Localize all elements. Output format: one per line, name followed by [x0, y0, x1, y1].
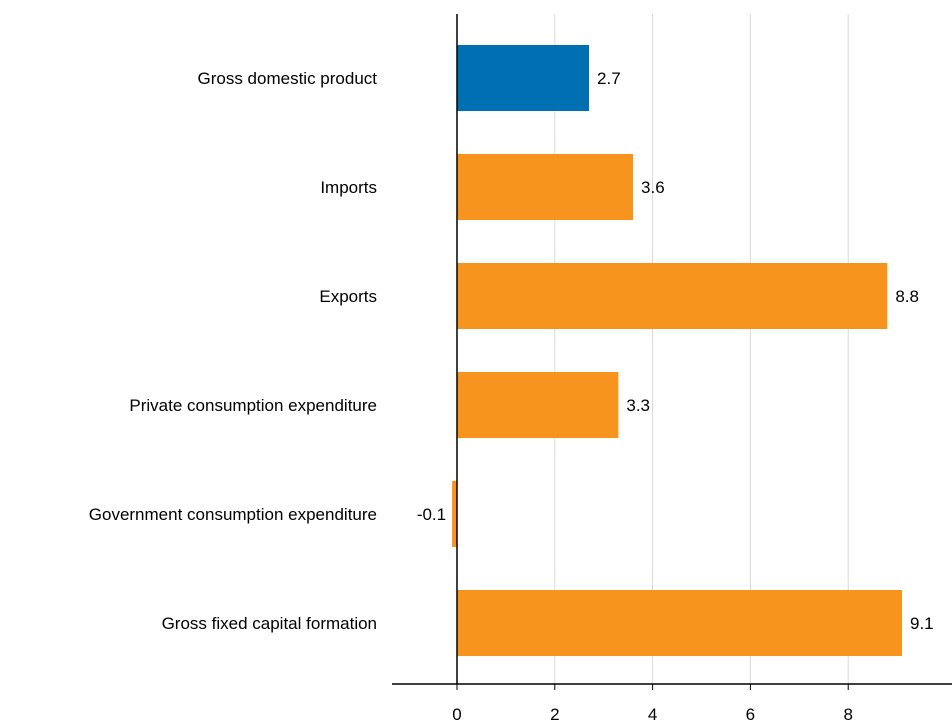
value-label: 8.8	[895, 287, 919, 306]
category-label: Imports	[320, 178, 377, 197]
x-tick-label: 4	[648, 705, 657, 724]
category-label: Gross fixed capital formation	[162, 614, 377, 633]
bar	[452, 481, 457, 547]
category-label: Gross domestic product	[197, 69, 377, 88]
category-label: Private consumption expenditure	[129, 396, 377, 415]
x-tick-label: 6	[746, 705, 755, 724]
value-label: 9.1	[910, 614, 934, 633]
value-label: 2.7	[597, 69, 621, 88]
bar	[457, 590, 902, 656]
value-label: -0.1	[417, 505, 446, 524]
bar	[457, 154, 634, 220]
x-tick-label: 0	[452, 705, 461, 724]
bar	[457, 372, 619, 438]
gridlines	[554, 14, 849, 684]
bars	[452, 45, 902, 656]
value-label: 3.6	[641, 178, 665, 197]
x-tick-label: 2	[550, 705, 559, 724]
x-tick-label: 8	[843, 705, 852, 724]
bar	[457, 263, 888, 329]
axes	[392, 14, 952, 690]
value-label: 3.3	[626, 396, 650, 415]
labels: Gross domestic product 2.7 Imports 3.6 Expor…	[89, 69, 934, 724]
category-label: Government consumption expenditure	[89, 505, 377, 524]
category-label: Exports	[319, 287, 377, 306]
bar	[457, 45, 590, 111]
